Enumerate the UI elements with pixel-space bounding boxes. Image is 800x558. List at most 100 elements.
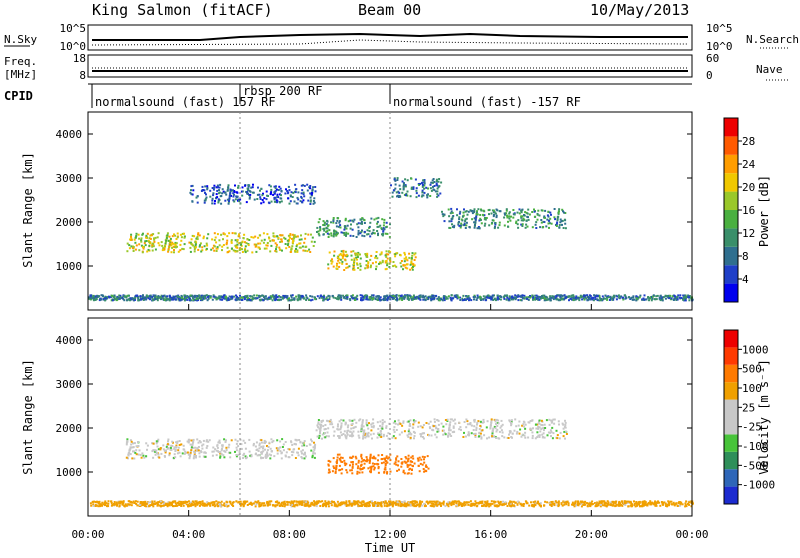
power-cell <box>295 296 297 298</box>
velocity-cell <box>381 505 383 507</box>
power-cell <box>393 261 395 263</box>
velocity-cell <box>491 500 493 502</box>
power-cell <box>333 219 335 221</box>
power-cell <box>479 298 481 300</box>
velocity-cell <box>270 448 272 450</box>
velocity-cell <box>131 457 133 459</box>
power-cell <box>158 232 160 234</box>
power-cell <box>370 297 372 299</box>
velocity-cell <box>156 440 158 442</box>
velocity-cell <box>276 439 278 441</box>
power-cell <box>399 188 401 190</box>
power-cell <box>474 296 476 298</box>
power-cell <box>380 296 382 298</box>
power-cell <box>333 230 335 232</box>
power-cell <box>621 297 623 299</box>
velocity-cell <box>565 427 567 429</box>
velocity-cell <box>351 457 353 459</box>
power-cell <box>236 296 238 298</box>
velocity-cell <box>219 440 221 442</box>
velocity-cell <box>524 435 526 437</box>
power-cell <box>402 268 404 270</box>
velocity-cell <box>286 451 288 453</box>
velocity-cell <box>346 432 348 434</box>
power-cell <box>506 217 508 219</box>
velocity-cell <box>347 426 349 428</box>
power-cell <box>168 245 170 247</box>
power-cell <box>228 232 230 234</box>
power-cell <box>155 237 157 239</box>
velocity-cell <box>180 455 182 457</box>
velocity-cell <box>204 456 206 458</box>
velocity-cell <box>167 439 169 441</box>
power-cell <box>345 218 347 220</box>
power-cell <box>140 241 142 243</box>
power-cell <box>400 266 402 268</box>
power-cell <box>128 299 130 301</box>
power-cell <box>446 296 448 298</box>
velocity-cell <box>535 428 537 430</box>
power-cell <box>369 259 371 261</box>
power-cell <box>301 185 303 187</box>
velocity-cell <box>519 433 521 435</box>
power-cell <box>459 299 461 301</box>
power-cell <box>222 238 224 240</box>
velocity-cell <box>119 501 121 503</box>
power-cell <box>312 186 314 188</box>
power-cell <box>292 240 294 242</box>
velocity-cell <box>269 457 271 459</box>
power-cell <box>313 197 315 199</box>
power-cell <box>270 189 272 191</box>
power-cell <box>537 213 539 215</box>
power-cell <box>290 194 292 196</box>
velocity-cell <box>358 437 360 439</box>
power-cell <box>212 198 214 200</box>
power-cell <box>386 268 388 270</box>
velocity-cell <box>438 424 440 426</box>
velocity-cell <box>512 433 514 435</box>
velocity-cell <box>395 423 397 425</box>
power-cell <box>311 296 313 298</box>
power-cell <box>204 298 206 300</box>
power-cell <box>477 208 479 210</box>
power-cell <box>203 189 205 191</box>
velocity-cell <box>465 426 467 428</box>
velocity-cell <box>379 421 381 423</box>
power-cell <box>354 258 356 260</box>
power-cell <box>564 219 566 221</box>
velocity-cell <box>328 472 330 474</box>
power-cell <box>259 296 261 298</box>
velocity-cell <box>198 452 200 454</box>
velocity-cell <box>534 501 536 503</box>
power-cell <box>394 188 396 190</box>
power-cell <box>216 196 218 198</box>
velocity-cell <box>386 435 388 437</box>
power-cell <box>136 244 138 246</box>
power-cell <box>376 230 378 232</box>
velocity-cell <box>351 469 353 471</box>
power-cell <box>197 195 199 197</box>
velocity-cell <box>508 437 510 439</box>
velocity-cell <box>568 504 570 506</box>
power-cell <box>145 237 147 239</box>
power-cell <box>605 295 607 297</box>
velocity-cell <box>305 455 307 457</box>
power-cell <box>507 221 509 223</box>
velocity-cell <box>136 504 138 506</box>
power-cell <box>284 193 286 195</box>
power-cell <box>278 186 280 188</box>
power-cell <box>226 242 228 244</box>
power-cell <box>549 218 551 220</box>
power-cell <box>438 185 440 187</box>
power-cell <box>332 222 334 224</box>
power-cell <box>443 214 445 216</box>
power-cell <box>352 298 354 300</box>
velocity-cell <box>306 445 308 447</box>
velocity-cell <box>615 502 617 504</box>
velocity-cell <box>162 444 164 446</box>
power-cell <box>660 295 662 297</box>
velocity-cell <box>539 426 541 428</box>
power-cell <box>339 224 341 226</box>
velocity-heatmap <box>90 418 694 507</box>
power-cell <box>489 209 491 211</box>
